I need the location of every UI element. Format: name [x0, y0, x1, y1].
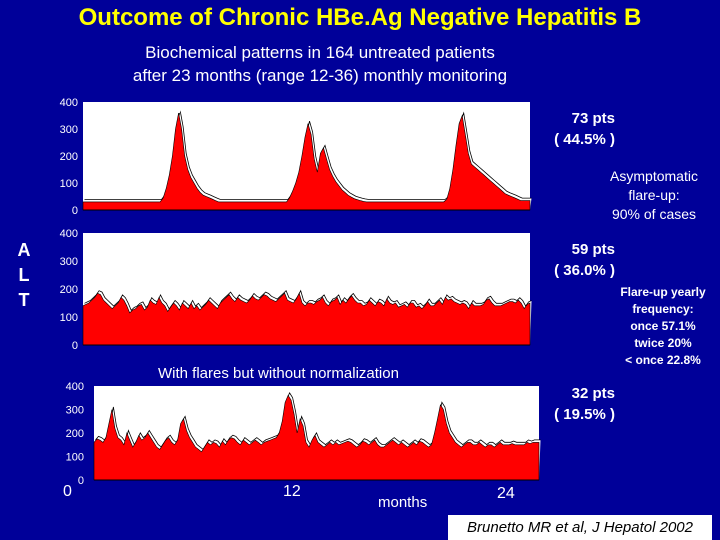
note-line: Flare-up yearly	[620, 285, 706, 299]
y-tick-label: 0	[78, 475, 84, 487]
y-tick-label: 200	[60, 284, 78, 296]
page-title: Outcome of Chronic HBe.Ag Negative Hepat…	[78, 4, 642, 31]
frequency-note: Flare-up yearly frequency: once 57.1% tw…	[608, 284, 718, 369]
y-tick-label: 300	[60, 124, 78, 136]
series-area-2	[82, 292, 531, 346]
y-tick-label: 100	[60, 312, 78, 324]
note-line: flare-up:	[628, 187, 680, 203]
x-tick-0: 0	[63, 483, 72, 500]
y-tick-label: 0	[72, 205, 78, 217]
panel-3: 0 100 200 300 400	[66, 381, 541, 487]
note-line: Asymptomatic	[610, 168, 698, 184]
count-percent: ( 44.5% )	[554, 131, 615, 148]
x-tick-24: 24	[497, 485, 515, 502]
panel-3-title: With flares but without normalization	[158, 365, 399, 382]
note-line: 90% of cases	[611, 206, 697, 222]
y-axis-letter: L	[18, 265, 30, 285]
y-axis-letter: A	[17, 240, 31, 260]
count-percent: ( 36.0% )	[554, 262, 615, 279]
yticks-1: 0 100 200 300 400	[60, 97, 78, 217]
y-tick-label: 100	[60, 178, 78, 190]
count-percent: ( 19.5% )	[554, 406, 615, 423]
y-tick-label: 300	[66, 405, 84, 417]
panel-1: 0 100 200 300 400	[60, 97, 532, 217]
subtitle-line-1: Biochemical patterns in 164 untreated pa…	[145, 43, 495, 62]
panel-1-count: 73 pts ( 44.5% )	[520, 108, 615, 150]
x-tick-12: 12	[283, 483, 301, 500]
panel-2-title: Without flares	[233, 233, 325, 250]
note-line: frequency:	[632, 302, 694, 316]
x-axis-label: months	[378, 494, 428, 511]
panel-2-count: 59 pts ( 36.0% )	[520, 239, 615, 281]
series-area-1	[82, 112, 531, 211]
y-tick-label: 300	[60, 256, 78, 268]
y-axis-label: A L T	[14, 238, 34, 313]
y-tick-label: 400	[60, 97, 78, 109]
asymptomatic-note: Asymptomatic flare-up: 90% of cases	[594, 167, 714, 224]
y-tick-label: 400	[60, 228, 78, 240]
note-line: < once 22.8%	[625, 353, 701, 367]
y-axis-letter: T	[18, 290, 30, 310]
y-tick-label: 200	[60, 151, 78, 163]
subtitle-line-2: after 23 months (range 12-36) monthly mo…	[132, 66, 508, 85]
y-tick-label: 100	[66, 452, 84, 464]
y-tick-label: 200	[66, 428, 84, 440]
yticks-2: 0 100 200 300 400	[60, 228, 78, 352]
yticks-3: 0 100 200 300 400	[66, 381, 84, 487]
note-line: twice 20%	[634, 336, 692, 350]
count-patients: 32 pts	[571, 385, 615, 402]
subtitle: Biochemical patterns in 164 untreated pa…	[40, 41, 600, 87]
count-patients: 59 pts	[571, 241, 615, 258]
note-line: once 57.1%	[630, 319, 696, 333]
panel-3-count: 32 pts ( 19.5% )	[520, 383, 615, 425]
y-tick-label: 400	[66, 381, 84, 393]
y-tick-label: 0	[72, 340, 78, 352]
citation: Brunetto MR et al, J Hepatol 2002	[448, 515, 712, 540]
series-area-3	[93, 394, 540, 481]
count-patients: 73 pts	[571, 110, 615, 127]
series-outline-3	[95, 392, 541, 450]
panel-2: 0 100 200 300 400	[60, 228, 532, 352]
panel-1-title: With flares and normalization	[175, 100, 369, 117]
